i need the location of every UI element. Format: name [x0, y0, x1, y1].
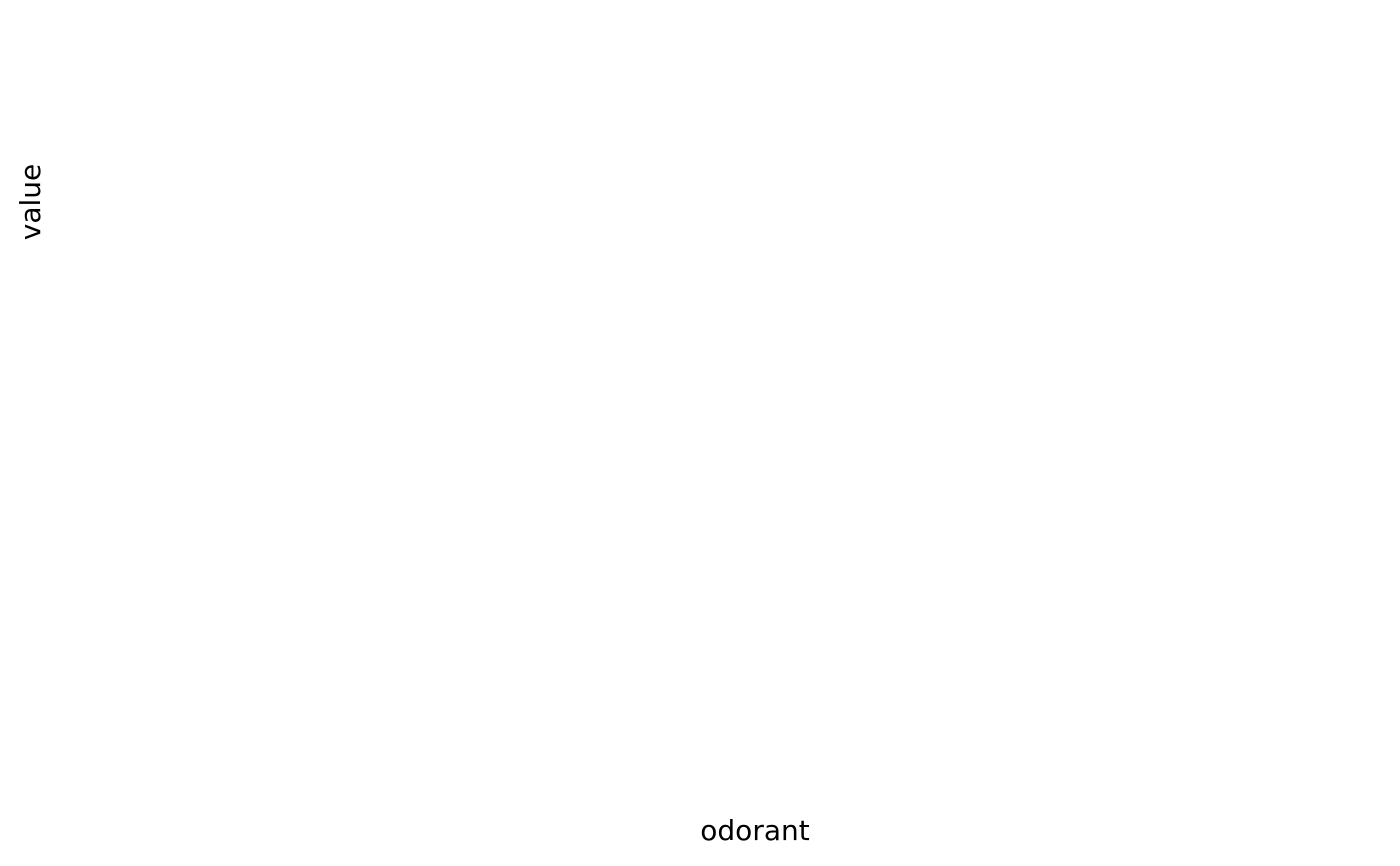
text-layer: odorant value [14, 164, 810, 847]
y-axis-title: value [14, 164, 47, 240]
x-axis-title: odorant [700, 814, 809, 847]
